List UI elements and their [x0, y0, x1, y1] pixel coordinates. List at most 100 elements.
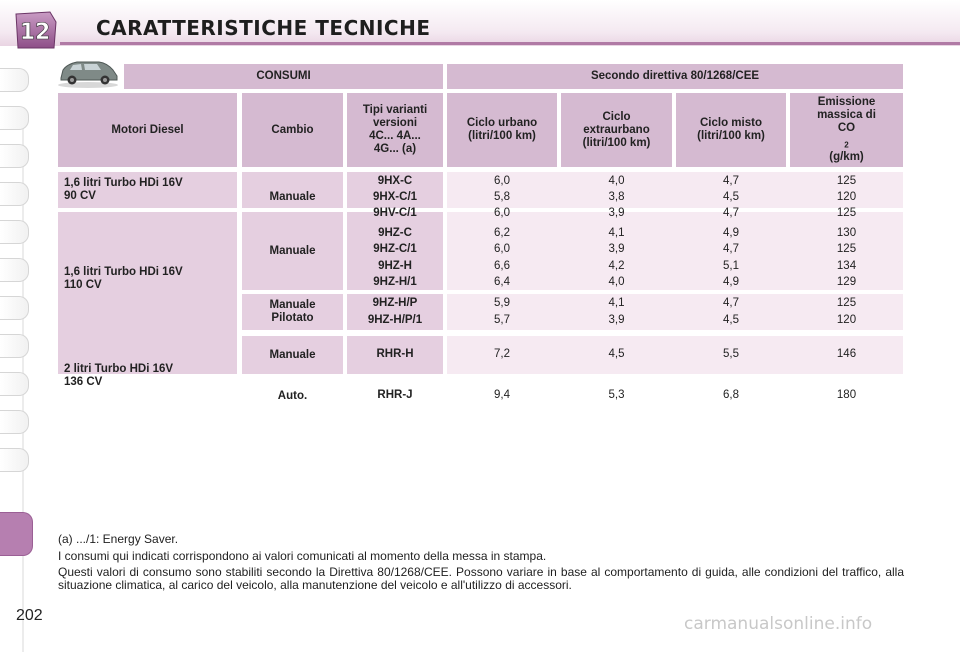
variant-cell: RHR-J: [377, 388, 413, 401]
value-cell-urban: 6,0: [494, 174, 510, 187]
value-cell-urban: 9,4: [494, 388, 510, 401]
chapter-tab[interactable]: [0, 448, 29, 472]
chapter-tab[interactable]: [0, 144, 29, 168]
value-cell-mixed: 4,5: [723, 313, 739, 326]
col-header-mixed: Ciclo misto (litri/100 km): [676, 93, 786, 167]
chapter-tab[interactable]: [0, 334, 29, 358]
value-cell-extra: 4,2: [608, 259, 625, 272]
value-cell-extra: 4,0: [608, 174, 625, 187]
value-cell-extra: 4,5: [608, 347, 625, 360]
chapter-tab[interactable]: [0, 410, 29, 434]
value-cell-urban: 5,7: [494, 313, 510, 326]
group-header-consumi: CONSUMI: [124, 64, 443, 89]
value-cell-mixed: 4,7: [723, 296, 739, 309]
note-line-2: Questi valori di consumo sono stabiliti …: [58, 565, 904, 592]
row-block: [447, 212, 903, 290]
value-cell-co2: 129: [836, 275, 857, 288]
variant-block: [347, 212, 443, 290]
gearbox-cell: Manuale: [242, 172, 343, 208]
value-cell-extra: 4,1: [608, 226, 625, 239]
variant-cell: 9HX-C/1: [372, 190, 418, 203]
value-cell-extra: 4,1: [608, 296, 625, 309]
header-band: [0, 0, 960, 46]
value-cell-urban: 5,8: [494, 190, 510, 203]
gearbox-cell: Manuale: [242, 212, 343, 290]
watermark: carmanualsonline.info: [684, 614, 873, 634]
value-cell-mixed: 4,7: [723, 242, 739, 255]
row-block: [447, 294, 903, 330]
col-header-engine: Motori Diesel: [58, 93, 237, 167]
page-number: 202: [16, 607, 43, 624]
chapter-tab[interactable]: [0, 106, 29, 130]
value-cell-mixed: 4,9: [723, 226, 739, 239]
value-cell-co2: 125: [836, 174, 857, 187]
value-cell-extra: 5,3: [608, 388, 625, 401]
variant-cell: 9HZ-H/P/1: [367, 313, 423, 326]
value-cell-urban: 6,0: [494, 206, 510, 219]
value-cell-mixed: 4,7: [723, 206, 739, 219]
value-cell-co2: 130: [836, 226, 857, 239]
value-cell-extra: 3,9: [608, 313, 625, 326]
value-cell-mixed: 6,8: [723, 388, 739, 401]
value-cell-urban: 6,4: [494, 275, 510, 288]
engine-cell: 2 litri Turbo HDi 16V 136 CV: [64, 363, 174, 388]
value-cell-urban: 6,2: [494, 226, 510, 239]
gearbox-cell: Manuale: [242, 336, 343, 374]
value-cell-extra: 4,0: [608, 275, 625, 288]
chapter-tab[interactable]: [0, 220, 29, 244]
chapter-tab[interactable]: [0, 372, 29, 396]
value-cell-co2: 125: [836, 206, 857, 219]
chapter-number: 12: [20, 20, 51, 45]
chapter-tab[interactable]: [0, 296, 29, 320]
variant-cell: 9HV-C/1: [373, 206, 417, 219]
value-cell-urban: 6,6: [494, 259, 510, 272]
col-header-emission: Emissione massica di CO 2 (g/km): [790, 93, 903, 167]
variant-cell: 9HZ-H/P: [372, 296, 418, 309]
variant-cell: 9HZ-H/1: [373, 275, 417, 288]
value-cell-extra: 3,8: [608, 190, 625, 203]
value-cell-extra: 3,9: [608, 242, 625, 255]
gearbox-cell: Manuale Pilotato: [242, 294, 343, 330]
value-cell-co2: 125: [836, 242, 857, 255]
note-line-1: I consumi qui indicati corrispondono ai …: [58, 549, 547, 563]
value-cell-urban: 7,2: [494, 347, 510, 360]
col-header-gearbox: Cambio: [242, 93, 343, 167]
variant-block: [347, 294, 443, 330]
gearbox-cell: Auto.: [277, 389, 308, 402]
col-header-variants: Tipi varianti versioni 4C... 4A... 4G... (…: [347, 93, 443, 167]
variant-cell: 9HZ-C/1: [373, 242, 417, 255]
value-cell-co2: 134: [836, 259, 857, 272]
value-cell-co2: 120: [836, 313, 857, 326]
row-block: [447, 172, 903, 208]
value-cell-co2: 146: [836, 347, 857, 360]
row-block: [447, 336, 903, 374]
engine-cell: 1,6 litri Turbo HDi 16V 90 CV: [58, 172, 237, 208]
value-cell-urban: 6,0: [494, 242, 510, 255]
col-header-urban: Ciclo urbano (litri/100 km): [447, 93, 557, 167]
variant-cell: RHR-H: [376, 347, 414, 360]
header-rule: [60, 42, 960, 45]
value-cell-mixed: 4,5: [723, 190, 739, 203]
car-icon: [58, 61, 118, 88]
variant-cell: 9HX-C: [377, 174, 413, 187]
value-cell-mixed: 5,1: [723, 259, 739, 272]
variant-cell: 9HZ-C: [378, 226, 412, 239]
footnote: (a) .../1: Energy Saver.: [58, 532, 179, 546]
col-header-extra-urban: Ciclo extraurbano (litri/100 km): [561, 93, 672, 167]
chapter-badge-icon: 12: [15, 11, 57, 49]
value-cell-mixed: 5,5: [723, 347, 739, 360]
chapter-tab[interactable]: [0, 258, 29, 282]
value-cell-co2: 120: [836, 190, 857, 203]
value-cell-mixed: 4,9: [723, 275, 739, 288]
group-header-directive: Secondo direttiva 80/1268/CEE: [447, 64, 903, 89]
value-cell-extra: 3,9: [608, 206, 625, 219]
variant-block: [347, 336, 443, 374]
chapter-tab[interactable]: [0, 68, 29, 92]
value-cell-co2: 125: [836, 296, 857, 309]
variant-block: [347, 172, 443, 208]
value-cell-co2: 180: [836, 388, 857, 401]
chapter-tab-active[interactable]: [0, 512, 33, 556]
variant-cell: 9HZ-H: [378, 259, 412, 272]
chapter-tab[interactable]: [0, 182, 29, 206]
chapter-tab-rail: [0, 52, 33, 652]
